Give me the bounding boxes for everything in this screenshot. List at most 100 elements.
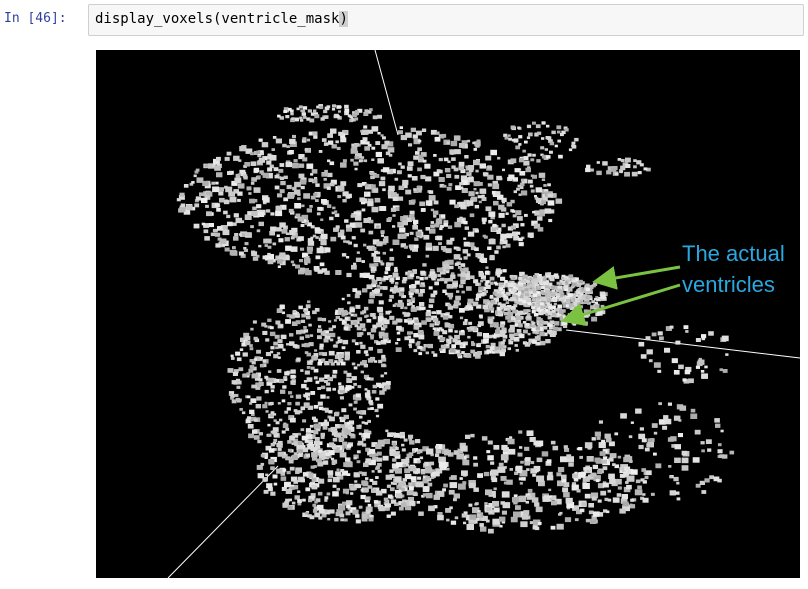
- voxel: [496, 294, 501, 298]
- voxel: [700, 441, 705, 445]
- voxel: [503, 133, 508, 137]
- voxel: [306, 377, 313, 382]
- voxel: [379, 286, 385, 290]
- voxel: [460, 175, 468, 181]
- voxel: [461, 140, 468, 145]
- voxel: [566, 276, 570, 280]
- voxel: [374, 250, 379, 255]
- voxel: [327, 159, 331, 163]
- code-input-area[interactable]: display_voxels(ventricle_mask): [88, 4, 804, 36]
- voxel: [400, 165, 405, 169]
- voxel: [527, 301, 532, 306]
- voxel: [390, 481, 395, 485]
- voxel: [719, 454, 724, 459]
- voxel: [510, 316, 516, 321]
- voxel: [543, 284, 549, 289]
- voxel: [302, 447, 309, 453]
- voxel: [350, 486, 356, 491]
- voxel: [435, 131, 440, 135]
- voxel: [297, 441, 303, 446]
- voxel: [320, 432, 325, 437]
- voxel: [640, 354, 647, 359]
- voxel: [321, 199, 327, 204]
- voxel: [681, 465, 689, 471]
- voxel: [234, 177, 242, 184]
- voxel: [497, 194, 504, 200]
- voxel: [372, 239, 380, 245]
- voxel: [535, 187, 543, 193]
- voxel: [291, 501, 296, 505]
- voxel: [705, 439, 712, 444]
- voxel: [253, 418, 258, 422]
- voxel: [402, 464, 406, 468]
- voxel: [302, 498, 306, 502]
- voxel: [317, 269, 323, 274]
- voxel-render-output[interactable]: [96, 50, 800, 578]
- voxel: [230, 396, 234, 400]
- voxel: [291, 454, 298, 460]
- voxel: [338, 110, 341, 113]
- voxel: [460, 263, 466, 267]
- voxel: [397, 221, 403, 227]
- voxel: [361, 511, 367, 516]
- voxel: [377, 158, 384, 164]
- voxel: [490, 461, 495, 465]
- voxel: [382, 387, 387, 392]
- voxel: [415, 306, 422, 311]
- voxel: [479, 292, 485, 297]
- voxel: [459, 477, 463, 480]
- voxel: [413, 468, 421, 474]
- voxel: [285, 232, 289, 235]
- voxel: [381, 321, 385, 324]
- voxel: [513, 235, 519, 241]
- voxel: [302, 106, 308, 110]
- voxel: [501, 197, 507, 202]
- voxel: [553, 321, 560, 326]
- voxel: [204, 164, 209, 168]
- voxel: [453, 254, 461, 260]
- voxel: [367, 377, 371, 381]
- voxel: [442, 289, 447, 293]
- voxel: [525, 493, 531, 498]
- voxel: [390, 499, 397, 504]
- voxel: [495, 269, 502, 275]
- voxel: [433, 292, 438, 295]
- voxel: [511, 210, 516, 213]
- voxel: [343, 414, 349, 420]
- voxel: [257, 439, 262, 444]
- voxel: [323, 178, 327, 181]
- voxel: [535, 302, 542, 308]
- voxel: [384, 140, 390, 145]
- voxel: [230, 394, 235, 398]
- voxel: [597, 512, 604, 517]
- voxel: [203, 229, 209, 234]
- voxel: [327, 133, 333, 138]
- voxel: [243, 247, 247, 250]
- voxel: [255, 254, 260, 258]
- axis-line-vertical: [374, 50, 399, 136]
- voxel: [494, 250, 499, 254]
- voxel: [377, 463, 382, 467]
- voxel: [339, 396, 344, 400]
- code-line[interactable]: display_voxels(ventricle_mask): [95, 11, 348, 27]
- voxel: [432, 317, 439, 323]
- voxel: [335, 225, 340, 229]
- voxel: [549, 141, 555, 146]
- voxel: [601, 439, 606, 443]
- voxel: [435, 448, 442, 454]
- voxel: [642, 493, 646, 496]
- voxel: [538, 172, 546, 178]
- voxel: [500, 233, 507, 239]
- voxel: [395, 462, 403, 468]
- voxel: [314, 177, 318, 180]
- voxel: [275, 320, 281, 325]
- voxel: [501, 520, 506, 524]
- voxel: [501, 310, 505, 314]
- voxel: [360, 494, 366, 500]
- voxel: [212, 228, 217, 233]
- voxel: [454, 174, 460, 179]
- voxel: [482, 221, 486, 225]
- voxel: [321, 268, 328, 273]
- voxel: [539, 302, 544, 306]
- voxel: [521, 295, 527, 300]
